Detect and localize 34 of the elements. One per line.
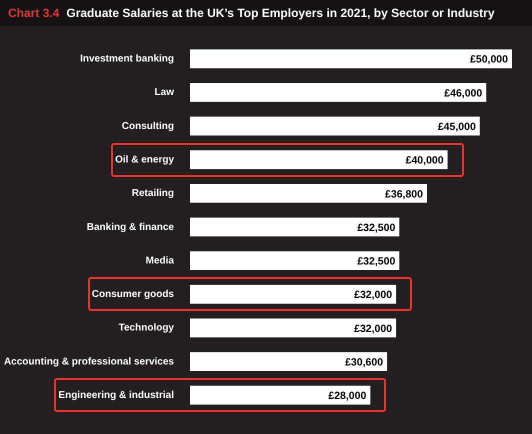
data-label: £30,600	[345, 356, 384, 368]
bar	[190, 318, 396, 338]
bar	[190, 49, 512, 68]
data-label: £32,000	[354, 289, 392, 302]
bar	[190, 83, 486, 102]
bar	[190, 352, 388, 371]
chart-title: Chart 3.4 Graduate Salaries at the UK’s Top Employers in 2021, by Sector or Industry	[8, 6, 494, 20]
bar	[190, 284, 396, 304]
bar	[190, 116, 480, 136]
bar	[190, 251, 400, 270]
data-label: £40,000	[406, 154, 444, 167]
bar	[190, 184, 427, 203]
bar	[190, 218, 400, 236]
y-tick-label: Consulting	[122, 120, 174, 132]
y-tick-label: Engineering & industrial	[58, 390, 174, 401]
y-tick-label: Retailing	[132, 188, 174, 200]
y-tick-label: Media	[146, 255, 174, 266]
y-tick-label: Consumer goods	[92, 289, 174, 300]
bar	[190, 150, 448, 170]
data-label: £45,000	[438, 120, 476, 133]
data-label: £46,000	[444, 87, 482, 100]
data-label: £32,500	[357, 222, 396, 234]
data-label: £28,000	[328, 390, 366, 402]
y-tick-label: Law	[154, 87, 174, 98]
y-tick-label: Accounting & professional services	[4, 356, 174, 368]
bar	[190, 386, 370, 405]
y-tick-label: Oil & energy	[115, 154, 174, 166]
y-tick-label: Investment banking	[80, 54, 174, 65]
data-label: £32,000	[354, 322, 392, 335]
data-label: £50,000	[470, 54, 508, 66]
y-tick-label: Technology	[118, 322, 174, 334]
data-label: £32,500	[357, 256, 396, 268]
y-tick-label: Banking & finance	[86, 222, 174, 233]
data-label: £36,800	[385, 188, 424, 200]
